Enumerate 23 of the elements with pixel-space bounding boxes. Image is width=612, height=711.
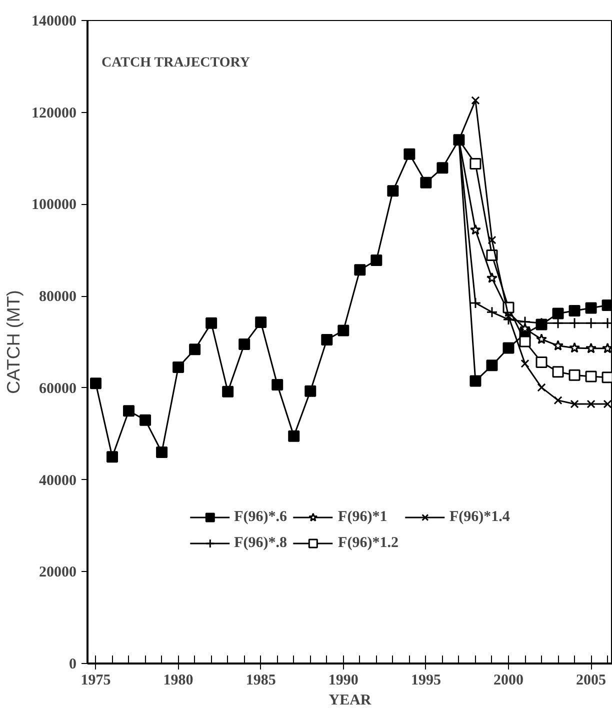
legend-label: F(96)*.8 (234, 534, 288, 552)
legend-label: F(96)*1.2 (338, 534, 398, 552)
legend-label: F(96)*1 (338, 508, 388, 526)
y-tick-label: 80000 (39, 289, 76, 306)
x-tick-label: 1985 (246, 672, 276, 688)
x-tick-label: 1980 (163, 672, 194, 688)
x-axis-title: YEAR (328, 692, 372, 708)
y-tick-label: 100000 (32, 197, 76, 214)
y-tick-label: 40000 (39, 472, 76, 489)
x-tick-label: 1975 (80, 672, 111, 688)
y-axis-title: CATCH (MT) (4, 290, 24, 394)
x-tick-label: 2005 (576, 672, 606, 688)
x-tick-label: 1990 (328, 672, 358, 688)
y-tick-label: 140000 (32, 14, 76, 30)
legend-label: F(96)*1.4 (449, 508, 510, 526)
text: CATCH TRAJECTORY (102, 56, 250, 70)
y-tick-label: 0 (69, 656, 76, 672)
y-tick-label: 60000 (39, 380, 76, 397)
x-tick-label: 2000 (493, 672, 524, 688)
legend-label: F(96)*.6 (234, 508, 288, 526)
x-tick-label: 1995 (410, 672, 441, 688)
y-tick-label: 20000 (39, 564, 76, 581)
y-tick-label: 120000 (32, 105, 76, 122)
